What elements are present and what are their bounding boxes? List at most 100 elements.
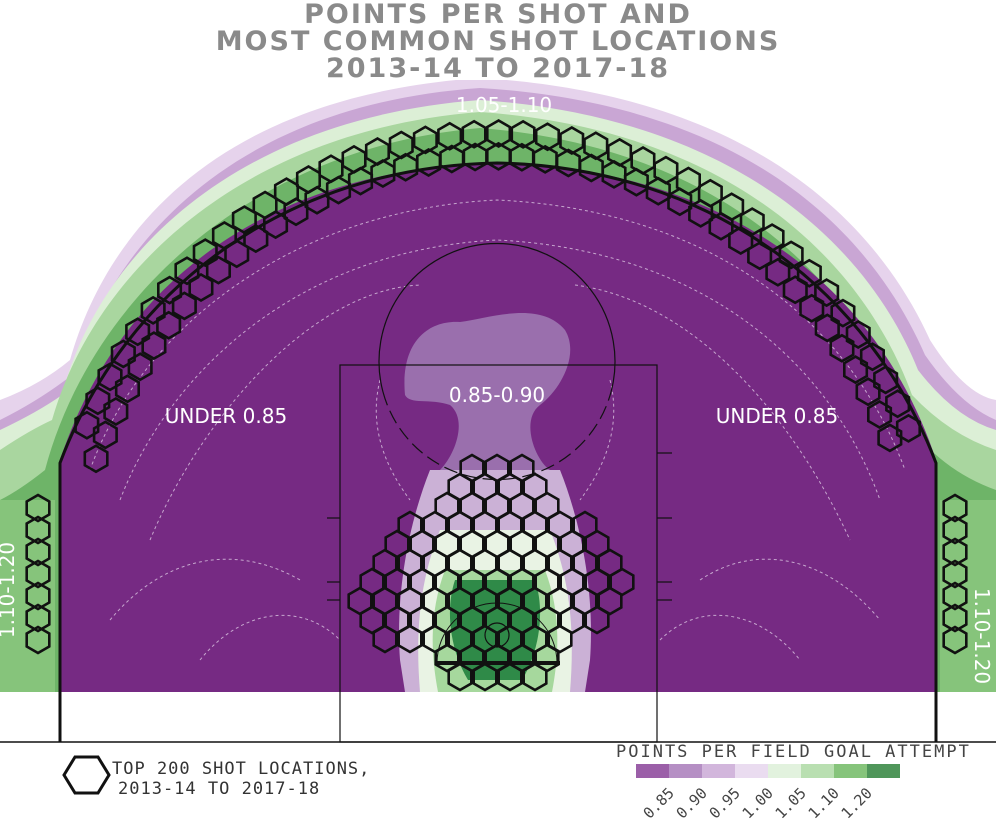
legend-swatch xyxy=(867,764,900,778)
shot-location-hex xyxy=(942,603,968,633)
shot-location-hex xyxy=(829,333,855,363)
shot-location-hex xyxy=(942,625,968,655)
shot-location-hex xyxy=(83,444,109,474)
shot-location-hex xyxy=(157,275,183,305)
shot-location-hex xyxy=(532,144,558,174)
color-legend: 0.850.900.951.001.051.101.20 xyxy=(636,764,900,821)
shot-location-hex xyxy=(845,319,871,350)
shot-location-hex xyxy=(534,122,561,152)
shot-location-hex xyxy=(584,605,610,635)
shot-location-hex xyxy=(942,493,968,523)
shot-location-hex xyxy=(447,662,473,692)
shot-location-hex xyxy=(434,643,460,673)
shot-location-hex xyxy=(97,362,123,392)
shot-location-hex xyxy=(25,493,51,523)
zone-label-midrange: 0.85-0.90 xyxy=(449,383,545,407)
shot-location-hex xyxy=(472,662,498,692)
shot-location-hex xyxy=(461,119,487,149)
shot-location-hex xyxy=(747,241,773,271)
shot-location-hex xyxy=(623,167,649,197)
shot-location-hex xyxy=(25,603,51,633)
shot-location-hex xyxy=(497,662,523,692)
shot-location-hex xyxy=(708,211,734,241)
shot-location-hex xyxy=(782,275,808,305)
free-throw-circle-bottom xyxy=(382,391,612,481)
shot-location-hex xyxy=(895,413,922,443)
hexkey-label-line-2: 2013-14 TO 2017-18 xyxy=(118,779,321,799)
shot-location-hex xyxy=(114,374,140,404)
shot-location-hex xyxy=(25,515,51,545)
legend-swatch xyxy=(768,764,801,778)
shot-location-hex xyxy=(359,605,385,635)
shot-location-hex xyxy=(125,317,151,347)
hexagon-key-icon xyxy=(62,755,111,795)
zone-label-left-wing: UNDER 0.85 xyxy=(165,404,287,428)
shot-location-hex xyxy=(103,396,129,427)
shot-location-hex xyxy=(397,624,423,654)
hexkey-label-line-1: TOP 200 SHOT LOCATIONS, xyxy=(112,759,371,779)
legend-tick-label: 0.90 xyxy=(673,784,711,821)
rim xyxy=(484,622,510,648)
shot-location-hex xyxy=(765,257,791,287)
shot-location-hex xyxy=(372,624,398,654)
shot-location-hex xyxy=(859,342,886,372)
shot-location-hex xyxy=(578,153,604,183)
shot-location-hex xyxy=(778,240,804,270)
shot-location-hex xyxy=(559,125,585,156)
legend-title: POINTS PER FIELD GOAL ATTEMPT xyxy=(616,742,971,762)
shot-location-hex xyxy=(192,238,218,268)
hexagon-overlay xyxy=(25,118,968,692)
shot-location-hex xyxy=(141,331,167,361)
shot-location-hex xyxy=(140,295,166,325)
legend-swatch xyxy=(702,764,735,778)
shot-location-hex xyxy=(25,625,51,655)
legend-swatch xyxy=(735,764,768,778)
free-throw-circle-top xyxy=(378,242,616,393)
shot-location-hex xyxy=(522,662,548,692)
shot-location-hex xyxy=(885,389,911,419)
legend-tick-label: 0.85 xyxy=(640,784,678,821)
shot-location-hex xyxy=(25,559,51,589)
shot-location-hex xyxy=(942,581,968,611)
legend-tick-label: 1.20 xyxy=(838,784,876,821)
shot-location-hex xyxy=(597,586,623,616)
shot-location-hex xyxy=(509,142,535,172)
shot-location-hex xyxy=(942,559,968,589)
legend-tick-label: 1.05 xyxy=(772,784,810,821)
heat-band-mid-blob xyxy=(404,312,571,470)
legend-tick-label: 0.95 xyxy=(706,784,744,821)
shot-location-hex xyxy=(942,515,968,545)
shot-location-hex xyxy=(814,278,840,308)
court-lines xyxy=(0,161,996,743)
legend-swatch xyxy=(801,764,834,778)
shot-location-hex xyxy=(156,310,182,340)
shot-location-hex xyxy=(510,119,536,149)
shot-location-hex xyxy=(855,377,881,407)
shot-location-hex xyxy=(92,420,118,450)
shot-location-hex xyxy=(942,537,968,567)
shot-location-hex xyxy=(547,624,573,654)
shot-location-hex xyxy=(283,197,309,227)
shot-location-hex xyxy=(127,352,153,382)
shot-location-hex xyxy=(842,355,869,385)
shot-location-hex xyxy=(171,291,197,321)
shot-location-hex xyxy=(110,339,136,369)
shot-location-hex xyxy=(667,187,693,217)
chart-title-line-3: 2013-14 TO 2017-18 xyxy=(325,53,671,84)
shot-location-hex xyxy=(25,581,51,611)
shot-location-hex xyxy=(799,293,825,323)
three-point-line xyxy=(58,161,938,742)
shot-location-hex xyxy=(873,365,899,395)
shot-location-hex xyxy=(645,176,671,206)
shot-location-hex xyxy=(412,125,438,155)
lane-ticks xyxy=(327,452,672,601)
chart-title-line-2: MOST COMMON SHOT LOCATIONS xyxy=(215,26,781,57)
shot-location-hex xyxy=(728,226,754,255)
shot-location-hex xyxy=(796,258,822,288)
shot-location-hex xyxy=(688,198,714,228)
heat-band-right-corner xyxy=(940,500,996,692)
shot-location-hex xyxy=(601,159,627,189)
zone-label-right-corner: 1.10-1.20 xyxy=(970,588,994,684)
